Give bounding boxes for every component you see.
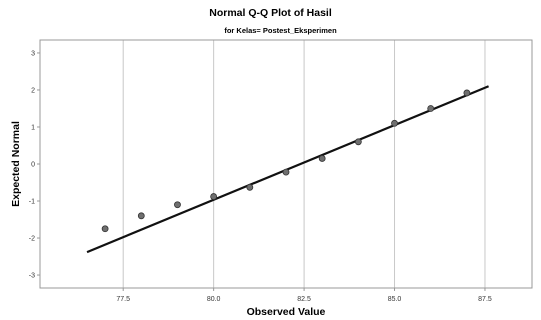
line-layer bbox=[86, 85, 490, 254]
grid-layer bbox=[122, 40, 486, 288]
data-point bbox=[391, 119, 398, 127]
y-tick-label: 3 bbox=[31, 50, 35, 57]
y-tick-label: -3 bbox=[29, 273, 35, 280]
y-tick-label: 1 bbox=[31, 124, 35, 131]
chart-title: Normal Q-Q Plot of Hasil bbox=[209, 7, 332, 19]
x-tick-label: 87.5 bbox=[478, 296, 492, 303]
chart-subtitle: for Kelas= Postest_Eksperimen bbox=[224, 26, 337, 35]
y-tick-label: 2 bbox=[31, 87, 35, 94]
data-point bbox=[174, 201, 181, 209]
x-axis-label: Observed Value bbox=[247, 306, 326, 318]
y-axis-label: Expected Normal bbox=[10, 121, 22, 207]
x-tick-label: 82.5 bbox=[297, 296, 311, 303]
x-tick-label: 80.0 bbox=[207, 296, 221, 303]
data-point bbox=[354, 138, 362, 146]
y-tick-label: -1 bbox=[29, 199, 35, 206]
reference-line bbox=[86, 85, 490, 254]
data-point bbox=[282, 168, 290, 176]
data-point bbox=[318, 155, 326, 162]
x-tick-label: 85.0 bbox=[388, 296, 402, 303]
tick-layer: 77.5 80.0 82.5 85.0 87.5 -3 -2 -1 0 1 2 3 bbox=[29, 50, 492, 303]
plot-frame bbox=[39, 39, 533, 289]
y-tick-label: 0 bbox=[31, 162, 35, 169]
x-tick-label: 77.5 bbox=[116, 296, 130, 303]
y-tick-label: -2 bbox=[29, 236, 35, 243]
point-layer bbox=[101, 89, 471, 233]
data-point bbox=[210, 193, 218, 200]
data-point bbox=[101, 225, 109, 233]
data-point bbox=[137, 212, 145, 220]
data-point bbox=[463, 89, 471, 97]
data-point bbox=[246, 183, 254, 191]
data-point bbox=[427, 105, 435, 112]
